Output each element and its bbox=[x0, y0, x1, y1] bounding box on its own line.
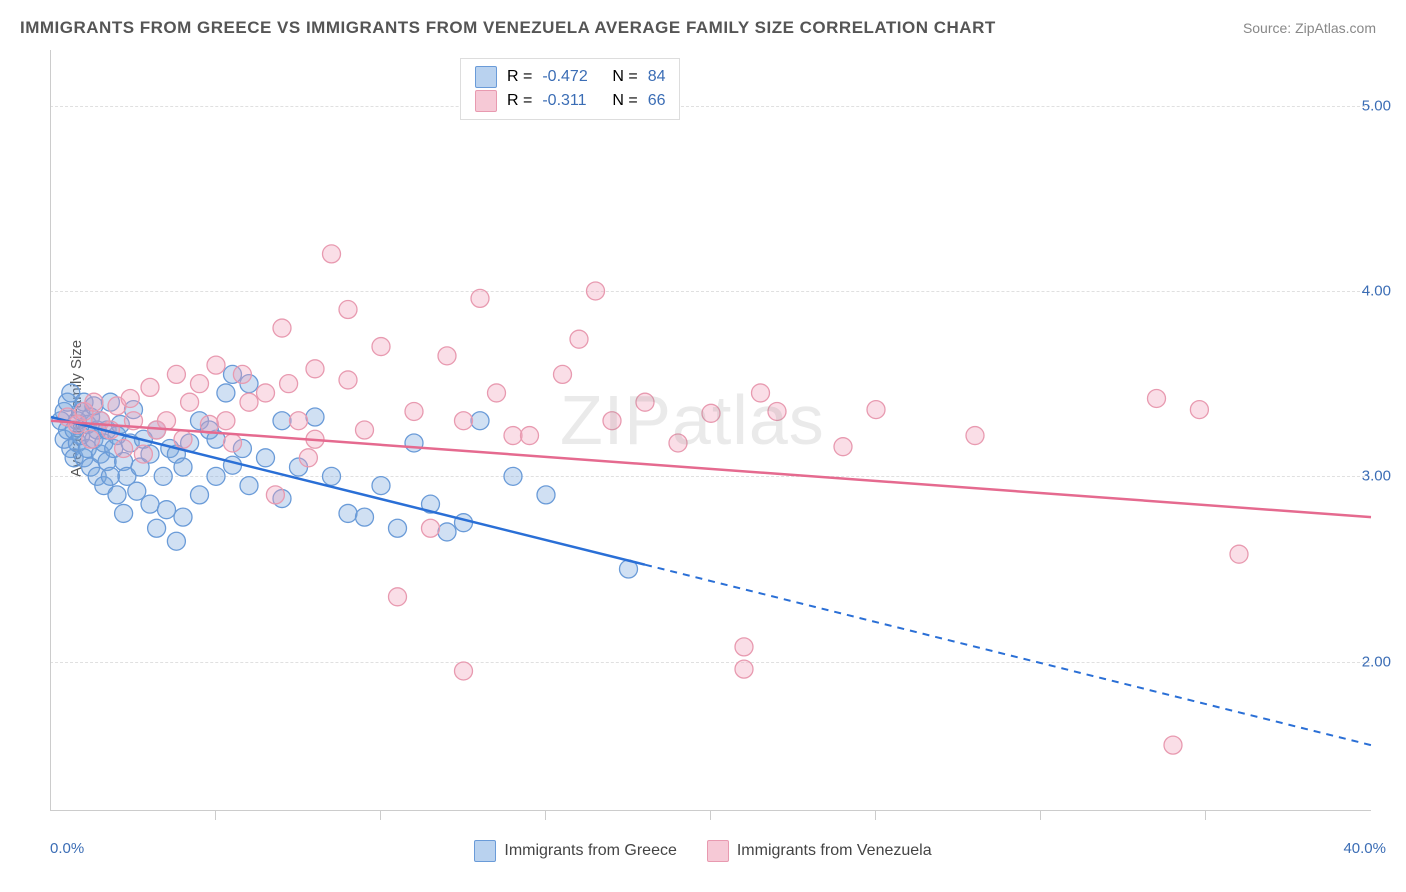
n-value-greece: 84 bbox=[648, 65, 666, 89]
y-tick-label: 3.00 bbox=[1362, 468, 1391, 485]
swatch-venezuela bbox=[475, 90, 497, 112]
r-value-greece: -0.472 bbox=[542, 65, 602, 89]
chart-title: IMMIGRANTS FROM GREECE VS IMMIGRANTS FRO… bbox=[20, 18, 996, 38]
legend-label-venezuela: Immigrants from Venezuela bbox=[737, 842, 932, 860]
plot-area bbox=[50, 50, 1371, 811]
x-tick-label-max: 40.0% bbox=[1343, 840, 1386, 857]
source-label: Source: ZipAtlas.com bbox=[1243, 20, 1376, 36]
swatch-greece bbox=[474, 840, 496, 862]
legend-label-greece: Immigrants from Greece bbox=[504, 842, 676, 860]
legend-item-venezuela: Immigrants from Venezuela bbox=[707, 840, 932, 862]
y-tick-label: 5.00 bbox=[1362, 97, 1391, 114]
r-label: R = bbox=[507, 89, 532, 113]
stats-row-venezuela: R = -0.311 N = 66 bbox=[475, 89, 665, 113]
chart-container: IMMIGRANTS FROM GREECE VS IMMIGRANTS FRO… bbox=[0, 0, 1406, 892]
series-legend: Immigrants from Greece Immigrants from V… bbox=[0, 840, 1406, 862]
legend-item-greece: Immigrants from Greece bbox=[474, 840, 676, 862]
n-label: N = bbox=[612, 89, 637, 113]
stats-row-greece: R = -0.472 N = 84 bbox=[475, 65, 665, 89]
scatter-svg bbox=[51, 50, 1371, 810]
x-tick-label-min: 0.0% bbox=[50, 840, 84, 857]
swatch-venezuela bbox=[707, 840, 729, 862]
r-value-venezuela: -0.311 bbox=[542, 89, 602, 113]
y-tick-label: 2.00 bbox=[1362, 653, 1391, 670]
swatch-greece bbox=[475, 66, 497, 88]
n-label: N = bbox=[612, 65, 637, 89]
stats-legend: R = -0.472 N = 84 R = -0.311 N = 66 bbox=[460, 58, 680, 120]
y-tick-label: 4.00 bbox=[1362, 282, 1391, 299]
r-label: R = bbox=[507, 65, 532, 89]
n-value-venezuela: 66 bbox=[648, 89, 666, 113]
